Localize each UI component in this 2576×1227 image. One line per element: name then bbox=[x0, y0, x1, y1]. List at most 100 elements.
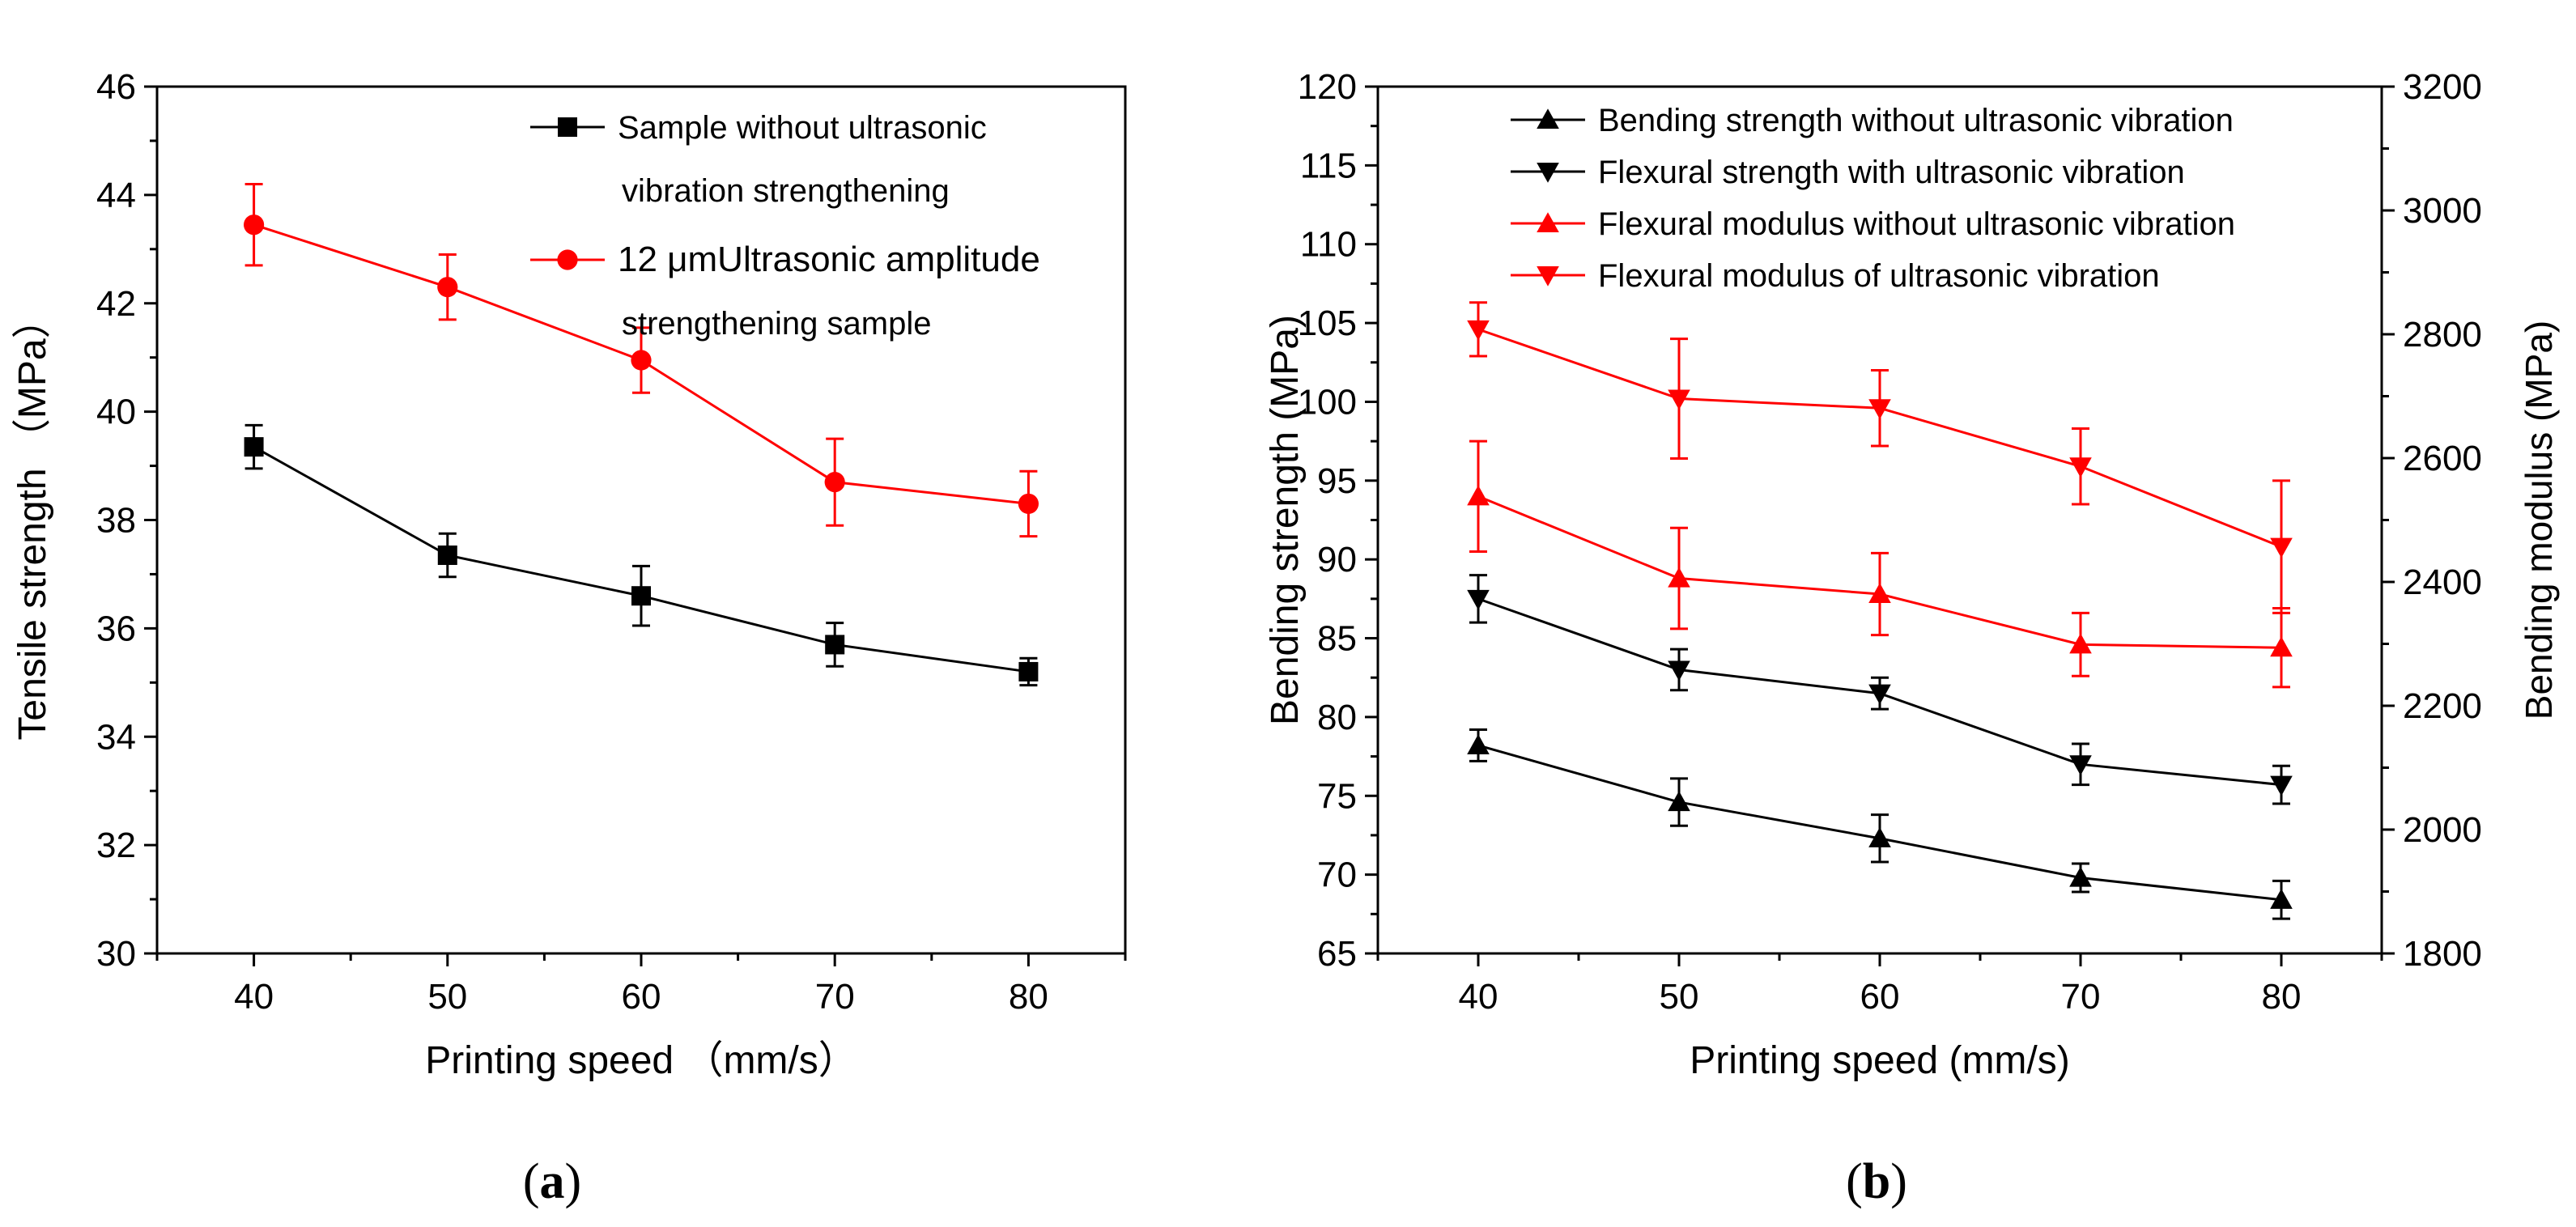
legend-marker bbox=[557, 249, 578, 270]
legend-label: Flexural strength with ultrasonic vibrat… bbox=[1598, 155, 2185, 190]
x-tick-label: 50 bbox=[427, 977, 467, 1017]
data-point bbox=[1868, 583, 1891, 604]
data-point bbox=[2069, 633, 2092, 654]
data-point bbox=[1668, 660, 1690, 681]
y2-tick-label: 1800 bbox=[2403, 934, 2482, 974]
data-point bbox=[1868, 827, 1891, 847]
y2-tick-label: 2000 bbox=[2403, 810, 2482, 850]
legend-label: strengthening sample bbox=[622, 306, 931, 342]
y-tick-label: 42 bbox=[96, 284, 136, 324]
y2-tick-label: 3000 bbox=[2403, 191, 2482, 231]
y-tick-label: 32 bbox=[96, 826, 136, 865]
y-tick-label: 100 bbox=[1298, 382, 1357, 422]
x-axis-title: Printing speed (mm/s) bbox=[1690, 1039, 2069, 1082]
x-tick-label: 50 bbox=[1660, 977, 1699, 1017]
y-tick-label: 110 bbox=[1300, 225, 1357, 265]
y-tick-label: 38 bbox=[96, 501, 136, 541]
data-point bbox=[1868, 399, 1891, 420]
y-tick-label: 34 bbox=[96, 717, 136, 757]
legend-label: vibration strengthening bbox=[622, 173, 950, 209]
data-point bbox=[825, 635, 845, 655]
data-point bbox=[244, 437, 264, 457]
y-tick-label: 36 bbox=[96, 609, 136, 648]
data-point bbox=[244, 214, 265, 236]
y-tick-label: 75 bbox=[1317, 776, 1357, 816]
x-tick-label: 60 bbox=[1860, 977, 1900, 1017]
series-2 bbox=[244, 182, 1039, 538]
y2-tick-label: 2400 bbox=[2403, 563, 2482, 602]
data-point bbox=[2069, 755, 2092, 776]
series-2 bbox=[1467, 574, 2293, 805]
y-axis-title: Tensile strength （MPa） bbox=[11, 299, 54, 740]
data-point bbox=[631, 350, 652, 371]
y2-tick-label: 2200 bbox=[2403, 686, 2482, 726]
legend-label: Sample without ultrasonic bbox=[618, 110, 987, 146]
x-tick-label: 70 bbox=[2061, 977, 2101, 1017]
data-point bbox=[437, 277, 458, 298]
data-point bbox=[824, 472, 845, 493]
legend-marker bbox=[1537, 108, 1559, 129]
panel-b-caption: (b) bbox=[1846, 1154, 1907, 1209]
y2-tick-label: 3200 bbox=[2403, 67, 2482, 107]
y-tick-label: 65 bbox=[1317, 934, 1357, 974]
data-point bbox=[1018, 493, 1039, 515]
legend: Sample without ultrasonic vibration stren… bbox=[530, 110, 1040, 342]
y-tick-label: 30 bbox=[96, 934, 136, 974]
x-tick-label: 60 bbox=[622, 977, 661, 1017]
x-tick-label: 40 bbox=[1459, 977, 1498, 1017]
y-tick-label: 70 bbox=[1317, 856, 1357, 895]
y-tick-label: 115 bbox=[1300, 146, 1357, 185]
panel-a-caption: (a) bbox=[523, 1154, 581, 1209]
data-point bbox=[437, 546, 457, 566]
y-tick-label: 46 bbox=[96, 67, 136, 107]
y-tick-label: 40 bbox=[96, 393, 136, 432]
series-3 bbox=[1467, 439, 2293, 689]
data-point bbox=[1467, 589, 1490, 610]
series-1 bbox=[1467, 728, 2293, 920]
data-point bbox=[2270, 775, 2293, 796]
y-tick-label: 90 bbox=[1317, 540, 1357, 580]
y-tick-label: 85 bbox=[1317, 619, 1357, 659]
data-point bbox=[631, 586, 651, 606]
data-point bbox=[1467, 320, 1490, 341]
x-tick-label: 80 bbox=[2262, 977, 2302, 1017]
legend-label: Bending strength without ultrasonic vibr… bbox=[1598, 103, 2234, 138]
series-1 bbox=[244, 423, 1039, 687]
y-tick-label: 105 bbox=[1298, 304, 1357, 343]
data-point bbox=[1668, 567, 1690, 588]
x-tick-label: 80 bbox=[1009, 977, 1048, 1017]
y2-tick-label: 2600 bbox=[2403, 439, 2482, 478]
data-point bbox=[1668, 389, 1690, 410]
legend-marker bbox=[1537, 212, 1559, 233]
data-point bbox=[1868, 684, 1891, 705]
panel-b-chart: 40 50 60 70 80 65 70 75 80 85 90 95 100 105 110 115 120 1… bbox=[1264, 67, 2560, 1082]
legend-marker bbox=[558, 117, 577, 137]
panel-a-chart: 40 50 60 70 80 30 32 34 36 38 40 42 44 46 Printing spe… bbox=[11, 67, 1127, 1082]
data-point bbox=[2270, 888, 2293, 909]
legend-marker bbox=[1537, 162, 1559, 183]
data-point bbox=[2270, 537, 2293, 558]
series-4 bbox=[1467, 301, 2293, 614]
data-point bbox=[2270, 636, 2293, 657]
legend-marker bbox=[1537, 265, 1559, 287]
y2-tick-label: 2800 bbox=[2403, 315, 2482, 355]
x-tick-label: 40 bbox=[234, 977, 274, 1017]
data-point bbox=[1018, 661, 1039, 681]
y-tick-label: 120 bbox=[1298, 67, 1357, 107]
data-point bbox=[1467, 734, 1490, 754]
y2-axis-title: Bending modulus (MPa) bbox=[2518, 321, 2560, 720]
x-tick-label: 70 bbox=[815, 977, 855, 1017]
data-point bbox=[1467, 485, 1490, 506]
legend-label: Flexural modulus without ultrasonic vibr… bbox=[1598, 206, 2235, 242]
data-point bbox=[1668, 791, 1690, 812]
legend-label: 12 μmUltrasonic amplitude bbox=[618, 240, 1040, 279]
legend-label: Flexural modulus of ultrasonic vibration bbox=[1598, 258, 2160, 294]
y-tick-label: 44 bbox=[96, 176, 136, 215]
legend: Bending strength without ultrasonic vibr… bbox=[1511, 103, 2235, 294]
y-axis-title: Bending strength (MPa) bbox=[1264, 315, 1307, 725]
data-point bbox=[2069, 457, 2092, 478]
y-tick-label: 80 bbox=[1317, 698, 1357, 737]
x-axis-title: Printing speed （mm/s） bbox=[425, 1039, 857, 1082]
